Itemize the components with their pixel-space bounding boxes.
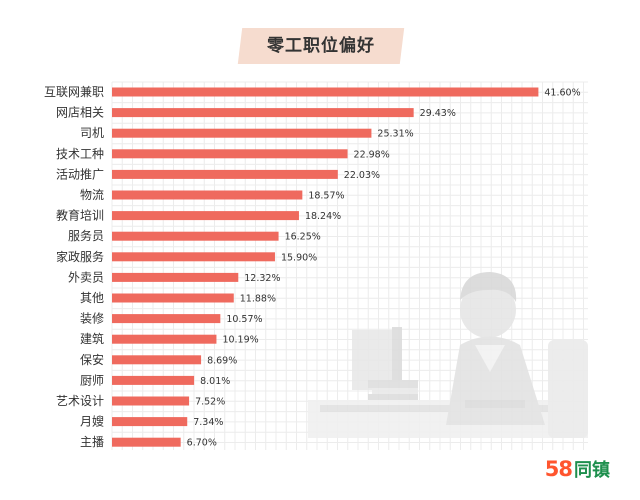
category-label: 家政服务 xyxy=(56,249,104,264)
value-labels: 41.60% 29.43% 25.31% 22.98% 22.03%18.57% 18.2… xyxy=(187,88,581,449)
bar-15 xyxy=(112,396,190,406)
category-labels: 互联网兼职网店相关司机技术工种活动推广物流教育培训服务员家政服务外卖员其他装修建… xyxy=(44,85,104,449)
bar-10 xyxy=(112,293,234,303)
value-label: 6.70% xyxy=(187,438,217,449)
logo-number: 58 xyxy=(544,457,573,481)
bar-6 xyxy=(112,211,299,221)
logo-text: 同镇 xyxy=(574,460,610,481)
bar-0 xyxy=(112,87,539,97)
value-label: 15.90% xyxy=(281,252,317,263)
bar-2 xyxy=(112,128,372,138)
bar-4 xyxy=(112,169,338,179)
bar-14 xyxy=(112,375,195,385)
category-label: 互联网兼职 xyxy=(44,85,104,99)
office-worker-illustration xyxy=(308,272,588,438)
value-label: 18.57% xyxy=(308,191,344,202)
bar-17 xyxy=(112,437,181,447)
value-label: 18.24% xyxy=(305,211,341,222)
category-label: 保安 xyxy=(80,352,104,367)
category-label: 技术工种 xyxy=(56,147,104,161)
value-label: 7.34% xyxy=(193,417,223,428)
category-label: 外卖员 xyxy=(68,270,104,284)
value-label: 11.88% xyxy=(240,294,276,305)
category-label: 其他 xyxy=(80,291,104,305)
category-label: 艺术设计 xyxy=(56,394,104,408)
bars xyxy=(112,87,539,447)
value-label: 7.52% xyxy=(195,397,225,408)
value-label: 8.01% xyxy=(200,376,230,387)
bar-16 xyxy=(112,417,188,427)
category-label: 教育培训 xyxy=(56,208,104,223)
value-label: 12.32% xyxy=(244,273,280,284)
bar-13 xyxy=(112,355,202,365)
bar-12 xyxy=(112,334,217,344)
category-label: 物流 xyxy=(80,188,104,202)
value-label: 16.25% xyxy=(285,232,321,243)
value-label: 10.57% xyxy=(226,314,262,325)
category-label: 主播 xyxy=(80,435,104,449)
category-label: 装修 xyxy=(80,311,104,326)
chart-title: 零工职位偏好 xyxy=(267,36,375,56)
bar-5 xyxy=(112,190,303,200)
category-label: 厨师 xyxy=(80,373,104,387)
value-label: 25.31% xyxy=(377,129,413,140)
category-label: 月嫂 xyxy=(80,415,104,429)
value-label: 8.69% xyxy=(207,355,237,366)
bar-8 xyxy=(112,252,275,262)
category-label: 网店相关 xyxy=(56,106,104,120)
value-label: 10.19% xyxy=(222,335,258,346)
bar-1 xyxy=(112,108,414,118)
bar-11 xyxy=(112,314,221,324)
value-label: 41.60% xyxy=(544,88,580,99)
bar-3 xyxy=(112,149,348,159)
category-label: 司机 xyxy=(80,126,104,140)
bar-7 xyxy=(112,231,279,241)
value-label: 22.03% xyxy=(344,170,380,181)
value-label: 29.43% xyxy=(420,108,456,119)
category-label: 服务员 xyxy=(68,228,104,243)
value-label: 22.98% xyxy=(354,149,390,160)
category-label: 建筑 xyxy=(80,331,104,346)
brand-logo: 58 同镇 xyxy=(545,456,610,482)
bar-9 xyxy=(112,272,239,282)
category-label: 活动推广 xyxy=(56,167,104,181)
